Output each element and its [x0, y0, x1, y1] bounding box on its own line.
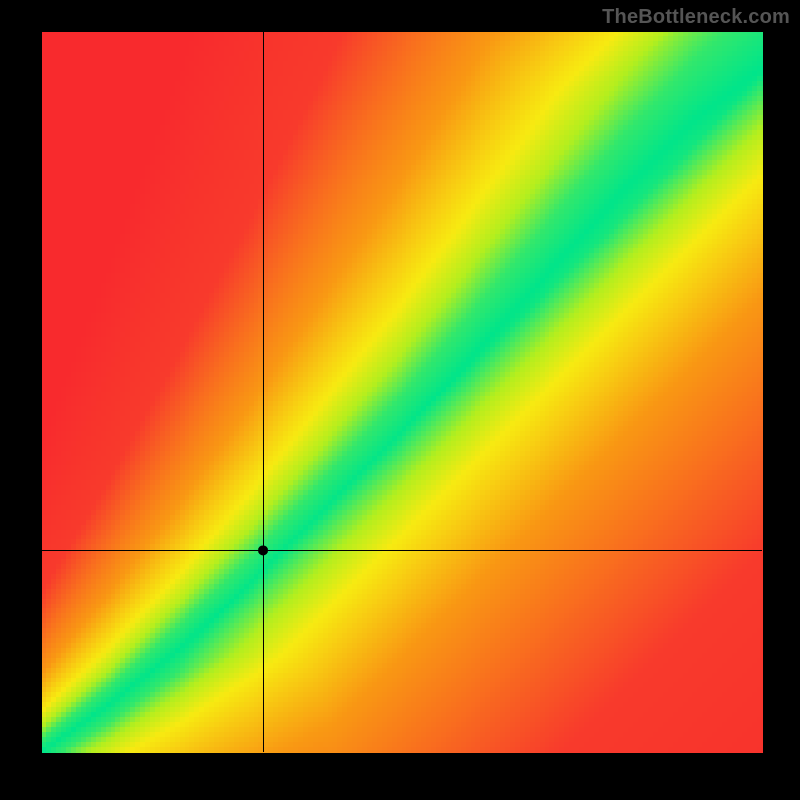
watermark-text: TheBottleneck.com	[602, 6, 790, 29]
chart-container: TheBottleneck.com	[0, 0, 800, 800]
bottleneck-heatmap	[0, 0, 800, 800]
